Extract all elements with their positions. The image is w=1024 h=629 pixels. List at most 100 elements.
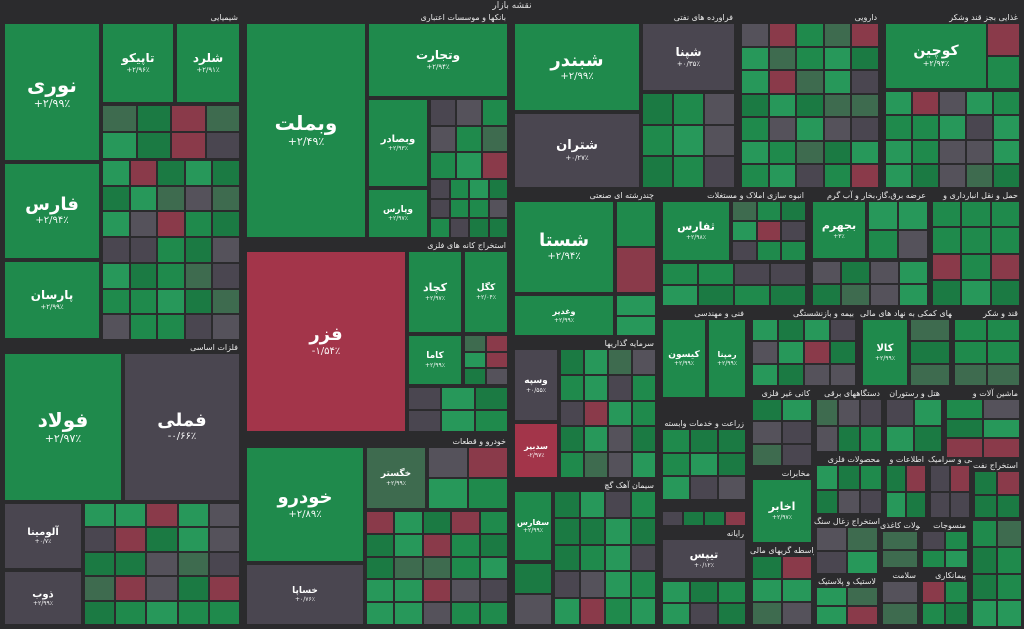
- small-tile[interactable]: [554, 491, 580, 518]
- small-tile[interactable]: [451, 511, 480, 534]
- small-tile[interactable]: [997, 520, 1022, 547]
- small-tile[interactable]: [804, 341, 830, 364]
- small-tile[interactable]: [741, 164, 769, 188]
- small-tile[interactable]: [662, 581, 690, 603]
- small-tile[interactable]: [632, 349, 656, 375]
- small-tile[interactable]: [662, 452, 690, 477]
- small-tile[interactable]: [102, 211, 130, 238]
- small-tile[interactable]: [847, 587, 878, 606]
- small-tile[interactable]: [906, 465, 926, 492]
- small-tile[interactable]: [662, 603, 690, 625]
- small-tile[interactable]: [366, 579, 395, 603]
- small-tile[interactable]: [486, 351, 508, 369]
- small-tile[interactable]: [950, 491, 970, 518]
- small-tile[interactable]: [974, 494, 997, 518]
- small-tile[interactable]: [482, 152, 508, 179]
- small-tile[interactable]: [177, 527, 209, 552]
- small-tile[interactable]: [838, 399, 860, 426]
- small-tile[interactable]: [430, 198, 450, 219]
- small-tile[interactable]: [816, 425, 838, 452]
- small-tile[interactable]: [662, 429, 690, 453]
- small-tile[interactable]: [816, 399, 838, 426]
- small-tile[interactable]: [560, 349, 584, 375]
- small-tile[interactable]: [704, 511, 725, 526]
- tile-shland[interactable]: شلرد +۲/۹۱٪: [176, 23, 240, 103]
- small-tile[interactable]: [102, 185, 130, 212]
- small-tile[interactable]: [177, 503, 209, 528]
- small-tile[interactable]: [860, 425, 882, 452]
- small-tile[interactable]: [157, 160, 185, 186]
- small-tile[interactable]: [579, 517, 605, 545]
- small-tile[interactable]: [698, 284, 734, 306]
- tile-khgostar[interactable]: خگستر +۲/۹۹٪: [366, 447, 426, 509]
- small-tile[interactable]: [910, 363, 950, 386]
- small-tile[interactable]: [366, 533, 395, 557]
- small-tile[interactable]: [488, 179, 508, 199]
- small-tile[interactable]: [841, 261, 870, 284]
- small-tile[interactable]: [422, 602, 452, 625]
- small-tile[interactable]: [584, 400, 608, 427]
- small-tile[interactable]: [796, 70, 824, 94]
- small-tile[interactable]: [428, 478, 468, 509]
- small-tile[interactable]: [796, 46, 824, 71]
- small-tile[interactable]: [474, 409, 508, 432]
- small-tile[interactable]: [479, 579, 508, 603]
- small-tile[interactable]: [632, 426, 656, 453]
- small-tile[interactable]: [770, 284, 806, 306]
- small-tile[interactable]: [812, 261, 841, 284]
- small-tile[interactable]: [718, 476, 746, 500]
- small-tile[interactable]: [718, 581, 746, 603]
- small-tile[interactable]: [847, 550, 878, 574]
- small-tile[interactable]: [579, 544, 605, 572]
- small-tile[interactable]: [838, 465, 860, 490]
- small-tile[interactable]: [456, 152, 482, 179]
- small-tile[interactable]: [208, 600, 240, 625]
- small-tile[interactable]: [662, 263, 698, 285]
- small-tile[interactable]: [768, 117, 797, 141]
- small-tile[interactable]: [422, 533, 452, 557]
- small-tile[interactable]: [732, 241, 757, 261]
- small-tile[interactable]: [954, 363, 987, 386]
- small-tile[interactable]: [605, 571, 631, 599]
- small-tile[interactable]: [115, 503, 147, 528]
- small-tile[interactable]: [102, 288, 130, 315]
- small-tile[interactable]: [554, 598, 580, 625]
- small-tile[interactable]: [898, 230, 928, 259]
- small-tile[interactable]: [616, 247, 656, 293]
- small-tile[interactable]: [584, 374, 608, 401]
- small-tile[interactable]: [102, 105, 137, 132]
- small-tile[interactable]: [796, 164, 824, 188]
- small-tile[interactable]: [922, 603, 945, 625]
- small-tile[interactable]: [718, 452, 746, 477]
- small-tile[interactable]: [422, 511, 452, 534]
- small-tile[interactable]: [932, 227, 962, 254]
- small-tile[interactable]: [997, 494, 1020, 518]
- small-tile[interactable]: [830, 319, 856, 342]
- small-tile[interactable]: [823, 140, 852, 165]
- small-tile[interactable]: [208, 527, 240, 552]
- small-tile[interactable]: [616, 295, 656, 316]
- small-tile[interactable]: [851, 93, 879, 118]
- small-tile[interactable]: [945, 549, 968, 568]
- small-tile[interactable]: [554, 544, 580, 572]
- small-tile[interactable]: [115, 551, 147, 577]
- small-tile[interactable]: [430, 152, 456, 179]
- small-tile[interactable]: [972, 520, 997, 547]
- tile-vpars[interactable]: وپارس +۲/۹۷٪: [368, 189, 428, 238]
- small-tile[interactable]: [752, 421, 782, 444]
- small-tile[interactable]: [752, 579, 782, 602]
- tile-tfars[interactable]: ثفارس +۲/۹۸٪: [662, 201, 730, 261]
- small-tile[interactable]: [885, 91, 912, 116]
- small-tile[interactable]: [972, 546, 997, 574]
- small-tile[interactable]: [630, 571, 656, 599]
- small-tile[interactable]: [394, 533, 423, 557]
- small-tile[interactable]: [945, 603, 968, 625]
- small-tile[interactable]: [157, 288, 185, 315]
- small-tile[interactable]: [616, 315, 656, 336]
- small-tile[interactable]: [115, 527, 147, 552]
- small-tile[interactable]: [781, 201, 806, 221]
- small-tile[interactable]: [468, 447, 508, 478]
- small-tile[interactable]: [184, 185, 213, 212]
- small-tile[interactable]: [366, 602, 395, 625]
- small-tile[interactable]: [184, 211, 213, 238]
